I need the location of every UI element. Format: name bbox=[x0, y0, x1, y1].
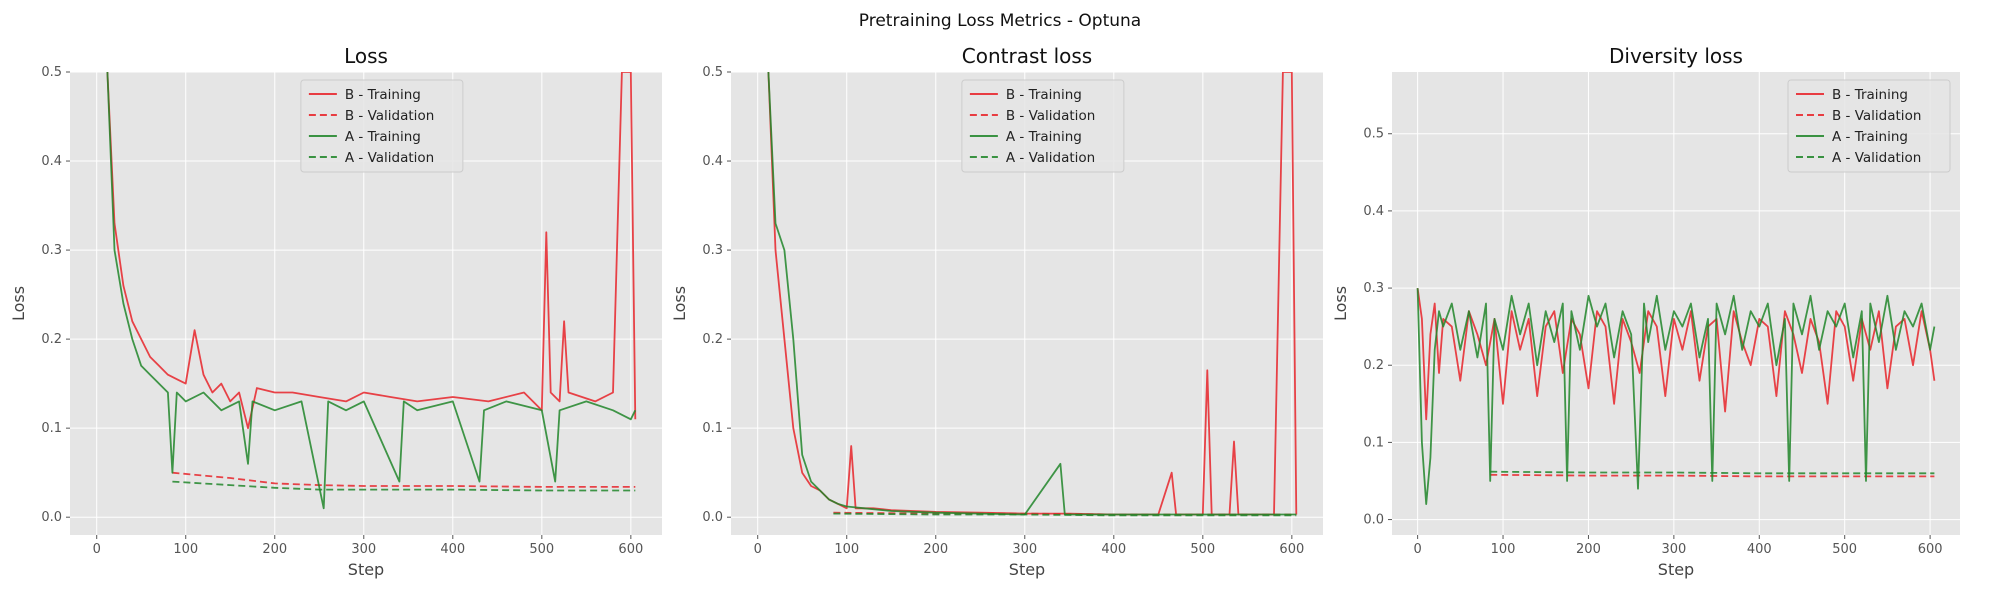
legend-label: A - Training bbox=[1832, 129, 1908, 145]
y-tick-label: 0.4 bbox=[702, 154, 723, 169]
legend-label: B - Validation bbox=[1006, 108, 1095, 124]
series-line-a-training bbox=[1416, 288, 1936, 505]
y-axis-label: Loss bbox=[1331, 286, 1350, 321]
y-tick-label: 0.2 bbox=[1363, 358, 1384, 373]
legend-label: B - Training bbox=[1006, 87, 1082, 103]
legend: B - Training B - Validation A - Training A … bbox=[1787, 79, 1951, 173]
legend-box bbox=[961, 79, 1125, 173]
panel-title: Loss bbox=[344, 44, 388, 68]
legend-label: B - Validation bbox=[1832, 108, 1921, 124]
legend-label: A - Training bbox=[1006, 129, 1082, 145]
x-tick-label: 100 bbox=[173, 542, 198, 557]
x-axis-label: Step bbox=[348, 560, 384, 579]
x-tick-label: 100 bbox=[834, 542, 859, 557]
legend-label: B - Training bbox=[345, 87, 421, 103]
y-tick-label: 0.2 bbox=[41, 332, 62, 347]
panel-1: 0 100 200 300 400 500 600 0.0 0.1 0.2 0.3 0.4 0.5 Los… bbox=[9, 44, 662, 579]
y-tick-label: 0.0 bbox=[1363, 513, 1384, 528]
y-tick-label: 0.5 bbox=[41, 65, 62, 80]
y-tick-label: 0.5 bbox=[1363, 127, 1384, 142]
legend-label: A - Training bbox=[345, 129, 421, 145]
x-tick-label: 400 bbox=[440, 542, 465, 557]
y-tick-label: 0.3 bbox=[1363, 281, 1384, 296]
legend-label: A - Validation bbox=[345, 150, 434, 166]
x-tick-label: 300 bbox=[351, 542, 376, 557]
series-line-a-validation bbox=[172, 480, 636, 492]
y-tick-label: 0.4 bbox=[41, 154, 62, 169]
x-tick-label: 600 bbox=[1918, 542, 1943, 557]
y-tick-label: 0.3 bbox=[41, 243, 62, 258]
x-axis-label: Step bbox=[1658, 560, 1694, 579]
x-tick-label: 600 bbox=[618, 542, 643, 557]
x-axis-label: Step bbox=[1009, 560, 1045, 579]
series-line-a-training bbox=[106, 72, 637, 510]
y-tick-label: 0.0 bbox=[702, 510, 723, 525]
y-axis-label: Loss bbox=[9, 286, 28, 321]
x-tick-label: 200 bbox=[262, 542, 287, 557]
series-line-b-training bbox=[106, 72, 637, 430]
y-tick-label: 0.4 bbox=[1363, 204, 1384, 219]
y-tick-label: 0.5 bbox=[702, 65, 723, 80]
x-tick-label: 400 bbox=[1747, 542, 1772, 557]
y-tick-label: 0.2 bbox=[702, 332, 723, 347]
legend-label: A - Validation bbox=[1832, 150, 1921, 166]
x-tick-label: 0 bbox=[754, 542, 762, 557]
x-tick-label: 600 bbox=[1279, 542, 1304, 557]
legend-label: A - Validation bbox=[1006, 150, 1095, 166]
panel-title: Contrast loss bbox=[962, 44, 1092, 68]
legend-label: B - Training bbox=[1832, 87, 1908, 103]
x-tick-label: 500 bbox=[1832, 542, 1857, 557]
series-line-b-validation bbox=[172, 471, 636, 488]
x-tick-label: 500 bbox=[1190, 542, 1215, 557]
legend-box bbox=[300, 79, 464, 173]
x-tick-label: 100 bbox=[1491, 542, 1516, 557]
series-line-a-validation bbox=[1490, 470, 1935, 475]
legend-label: B - Validation bbox=[345, 108, 434, 124]
x-tick-label: 200 bbox=[923, 542, 948, 557]
x-tick-label: 0 bbox=[93, 542, 101, 557]
series-line-a-validation bbox=[833, 512, 1297, 517]
panel-2: 0 100 200 300 400 500 600 0.0 0.1 0.2 0.3 0.4 0.5 Con… bbox=[670, 44, 1323, 579]
x-tick-label: 300 bbox=[1012, 542, 1037, 557]
series-line-b-validation bbox=[1490, 473, 1935, 478]
panel-3: 0 100 200 300 400 500 600 0.0 0.1 0.2 0.3 0.4 0.5 Div… bbox=[1331, 44, 1960, 579]
series-group bbox=[1416, 287, 1936, 505]
y-tick-label: 0.1 bbox=[1363, 435, 1384, 450]
x-tick-label: 500 bbox=[529, 542, 554, 557]
legend: B - Training B - Validation A - Training A … bbox=[961, 79, 1125, 173]
y-tick-label: 0.0 bbox=[41, 510, 62, 525]
y-axis-label: Loss bbox=[670, 286, 689, 321]
x-tick-label: 300 bbox=[1661, 542, 1686, 557]
series-line-b-training bbox=[1416, 287, 1936, 421]
y-tick-label: 0.1 bbox=[702, 421, 723, 436]
panel-title: Diversity loss bbox=[1609, 44, 1743, 68]
y-tick-label: 0.1 bbox=[41, 421, 62, 436]
y-tick-label: 0.3 bbox=[702, 243, 723, 258]
legend-box bbox=[1787, 79, 1951, 173]
figure-suptitle: Pretraining Loss Metrics - Optuna bbox=[859, 11, 1141, 31]
x-tick-label: 0 bbox=[1413, 542, 1421, 557]
series-group bbox=[106, 72, 637, 510]
x-tick-label: 400 bbox=[1101, 542, 1126, 557]
legend: B - Training B - Validation A - Training A … bbox=[300, 79, 464, 173]
series-group bbox=[767, 72, 1298, 517]
x-tick-label: 200 bbox=[1576, 542, 1601, 557]
